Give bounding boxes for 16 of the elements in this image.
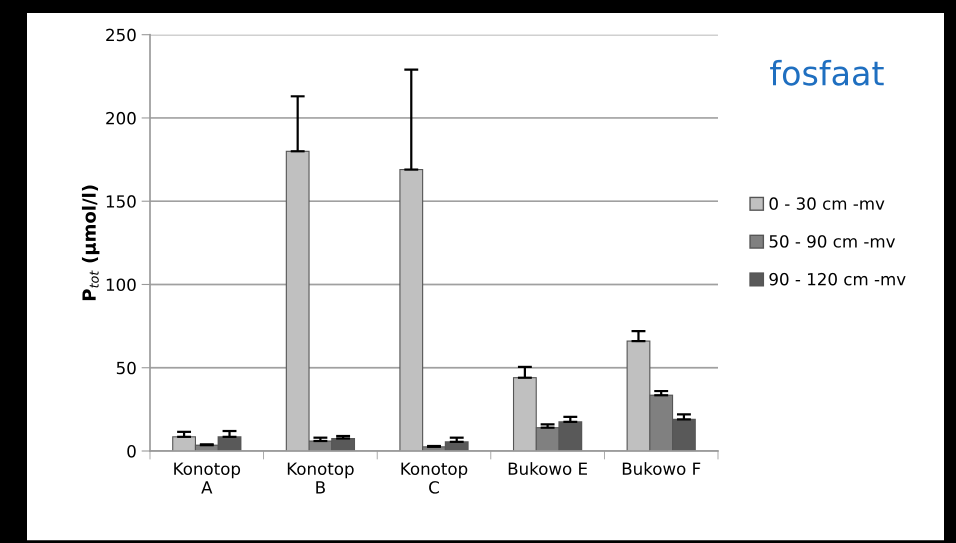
y-tick-label: 0 [127,444,136,458]
legend-label: 90 - 120 cm -mv [769,272,906,286]
y-tick-label: 200 [106,112,136,125]
x-tick-label: Konotop A [174,462,240,494]
y-axis-title: P$_{tot}$ (µmol/l) [82,186,100,300]
x-tick-label: Bukowo E [508,462,587,476]
x-tick-label: Konotop B [288,462,354,494]
y-tick-label: 150 [106,195,136,208]
text: fosfaat [770,60,884,86]
y-tick-label: 100 [106,278,136,292]
x-tick-label: Bukowo F [622,462,700,476]
y-tick-label: 50 [116,362,136,374]
y-tick-label: 250 [106,28,136,42]
legend-label: 0 - 30 cm -mv [769,197,884,210]
x-tick-label: Konotop C [401,462,468,494]
legend-label: 50 - 90 cm -mv [770,235,896,248]
